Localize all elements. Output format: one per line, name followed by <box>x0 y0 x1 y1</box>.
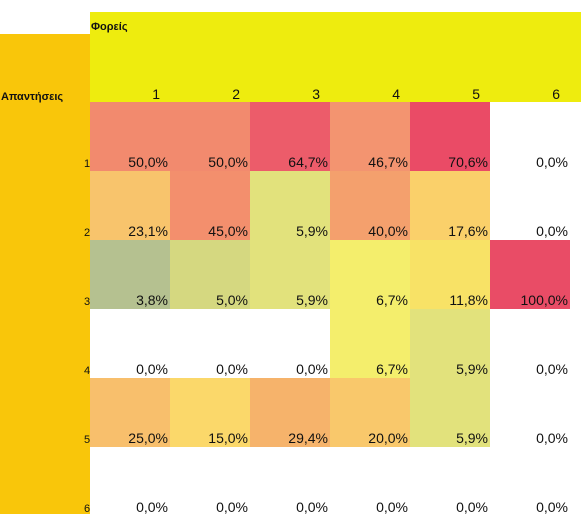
cell-value: 23,1% <box>128 223 168 239</box>
heatmap-cell: 0,0% <box>490 171 570 240</box>
heatmap-cell: 0,0% <box>410 447 490 516</box>
cell-value: 0,0% <box>296 499 328 515</box>
row-label: 4 <box>84 365 91 377</box>
cell-value: 5,9% <box>296 292 328 308</box>
heatmap-cell: 46,7% <box>330 102 410 171</box>
heatmap-cell: 50,0% <box>90 102 170 171</box>
heatmap-cell: 0,0% <box>170 309 250 378</box>
column-label: 1 <box>152 86 160 102</box>
heatmap-cell: 0,0% <box>170 447 250 516</box>
column-label: 5 <box>472 86 480 102</box>
cell-value: 50,0% <box>128 154 168 170</box>
heatmap-cell: 40,0% <box>330 171 410 240</box>
column-label: 6 <box>552 86 560 102</box>
heatmap-cell: 23,1% <box>90 171 170 240</box>
heatmap-cell: 0,0% <box>490 447 570 516</box>
cell-value: 0,0% <box>536 154 568 170</box>
cell-value: 46,7% <box>368 154 408 170</box>
cell-value: 0,0% <box>136 499 168 515</box>
cell-value: 0,0% <box>216 361 248 377</box>
column-header-title: Φορείς <box>91 21 128 33</box>
cell-value: 0,0% <box>216 499 248 515</box>
cell-value: 0,0% <box>536 361 568 377</box>
cell-value: 5,0% <box>216 292 248 308</box>
cell-value: 45,0% <box>208 223 248 239</box>
heatmap-cell: 0,0% <box>490 309 570 378</box>
heatmap-cell: 15,0% <box>170 378 250 447</box>
heatmap-cell: 29,4% <box>250 378 330 447</box>
heatmap-cell: 70,6% <box>410 102 490 171</box>
heatmap-cell: 0,0% <box>250 309 330 378</box>
row-label: 5 <box>84 434 91 446</box>
cell-value: 5,9% <box>296 223 328 239</box>
heatmap-cell: 17,6% <box>410 171 490 240</box>
column-label: 4 <box>392 86 400 102</box>
row-label: 2 <box>84 227 91 239</box>
heatmap-cell: 5,9% <box>250 240 330 309</box>
heatmap-cell: 5,0% <box>170 240 250 309</box>
heatmap-cell: 5,9% <box>410 378 490 447</box>
cell-value: 100,0% <box>520 292 568 308</box>
cell-value: 3,8% <box>136 292 168 308</box>
heatmap-cell: 11,8% <box>410 240 490 309</box>
cell-value: 29,4% <box>288 430 328 446</box>
heatmap-cell: 50,0% <box>170 102 250 171</box>
heatmap-cell: 100,0% <box>490 240 570 309</box>
cell-value: 0,0% <box>536 223 568 239</box>
heatmap-cell: 3,8% <box>90 240 170 309</box>
cell-value: 64,7% <box>288 154 328 170</box>
cell-value: 0,0% <box>536 430 568 446</box>
row-label: 1 <box>84 158 91 170</box>
column-label: 3 <box>312 86 320 102</box>
cell-value: 0,0% <box>136 361 168 377</box>
cell-value: 40,0% <box>368 223 408 239</box>
cell-value: 0,0% <box>376 499 408 515</box>
cell-value: 5,9% <box>456 361 488 377</box>
heatmap-cell: 45,0% <box>170 171 250 240</box>
row-label: 3 <box>84 296 91 308</box>
heatmap-cell: 0,0% <box>250 447 330 516</box>
cell-value: 5,9% <box>456 430 488 446</box>
row-label: 6 <box>84 503 91 515</box>
cell-value: 20,0% <box>368 430 408 446</box>
heatmap-cell: 6,7% <box>330 240 410 309</box>
heatmap-cell: 6,7% <box>330 309 410 378</box>
heatmap-cell: 0,0% <box>490 378 570 447</box>
heatmap-cell: 0,0% <box>490 102 570 171</box>
row-header-band <box>0 34 90 514</box>
cell-value: 15,0% <box>208 430 248 446</box>
row-header-title: Απαντήσεις <box>1 91 64 103</box>
column-header-band <box>90 12 581 102</box>
cell-value: 11,8% <box>449 292 488 308</box>
heatmap-cell: 20,0% <box>330 378 410 447</box>
heatmap-cell: 0,0% <box>90 309 170 378</box>
cell-value: 0,0% <box>536 499 568 515</box>
heatmap-cell: 64,7% <box>250 102 330 171</box>
cell-value: 50,0% <box>208 154 248 170</box>
cell-value: 0,0% <box>456 499 488 515</box>
heatmap-cell: 0,0% <box>330 447 410 516</box>
cell-value: 6,7% <box>376 361 408 377</box>
cell-value: 17,6% <box>448 223 488 239</box>
heatmap-cell: 5,9% <box>250 171 330 240</box>
cell-value: 25,0% <box>128 430 168 446</box>
cell-value: 6,7% <box>376 292 408 308</box>
cell-value: 70,6% <box>448 154 488 170</box>
cell-value: 0,0% <box>296 361 328 377</box>
column-label: 2 <box>232 86 240 102</box>
heatmap-cell: 25,0% <box>90 378 170 447</box>
heatmap-cell: 0,0% <box>90 447 170 516</box>
heatmap-cell: 5,9% <box>410 309 490 378</box>
